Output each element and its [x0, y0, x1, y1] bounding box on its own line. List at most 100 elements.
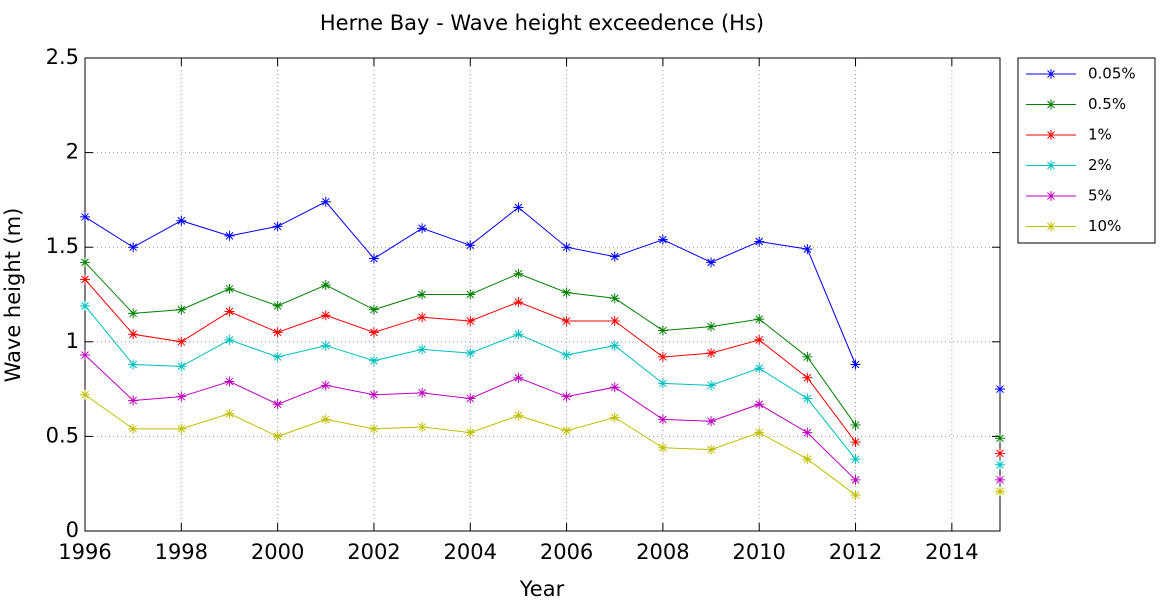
data-point	[995, 459, 1005, 470]
data-point	[320, 280, 331, 291]
data-point	[802, 372, 813, 383]
data-point	[176, 423, 187, 434]
legend-marker	[1046, 221, 1056, 232]
data-point	[513, 202, 524, 213]
legend-label: 10%	[1088, 217, 1121, 235]
data-point	[465, 240, 476, 251]
data-point	[368, 304, 379, 315]
x-tick-label: 2008	[636, 540, 689, 564]
data-point	[802, 454, 813, 465]
data-point	[465, 315, 476, 326]
y-tick-label: 2.5	[46, 45, 79, 69]
legend-label: 0.05%	[1088, 65, 1136, 83]
data-point	[224, 376, 235, 387]
data-point	[754, 427, 765, 438]
data-point	[320, 414, 331, 425]
legend-marker	[1046, 130, 1056, 140]
y-tick-label: 2	[66, 140, 79, 164]
x-tick-label: 2010	[732, 540, 785, 564]
data-point	[128, 395, 139, 406]
legend-label: 2%	[1088, 156, 1112, 174]
data-point	[995, 474, 1005, 485]
data-point	[80, 350, 90, 361]
data-point	[417, 387, 428, 398]
data-point	[657, 414, 668, 425]
data-point	[995, 384, 1005, 395]
data-point	[754, 363, 765, 374]
data-point	[176, 336, 187, 347]
data-point	[417, 421, 428, 432]
data-point	[465, 393, 476, 404]
data-point	[609, 315, 620, 326]
data-point	[609, 251, 620, 262]
data-point	[513, 410, 524, 421]
data-point	[561, 242, 572, 253]
data-point	[802, 244, 813, 255]
data-point	[320, 340, 331, 351]
x-tick-label: 2012	[829, 540, 882, 564]
x-tick-label: 2000	[251, 540, 304, 564]
data-point	[176, 215, 187, 226]
data-point	[513, 297, 524, 308]
x-tick-label: 1996	[58, 540, 111, 564]
data-point	[850, 437, 861, 448]
data-point	[561, 350, 572, 361]
data-point	[272, 221, 283, 232]
legend-marker	[1046, 160, 1056, 171]
data-point	[368, 389, 379, 400]
data-point	[706, 416, 717, 427]
data-point	[320, 310, 331, 321]
y-tick-label: 0	[66, 518, 79, 542]
data-point	[320, 196, 331, 207]
x-tick-label: 2004	[444, 540, 497, 564]
data-point	[224, 334, 235, 345]
data-point	[754, 334, 765, 345]
data-point	[417, 312, 428, 323]
data-point	[272, 327, 283, 338]
data-point	[176, 304, 187, 315]
data-point	[176, 361, 187, 372]
y-tick-label: 0.5	[46, 423, 79, 447]
data-point	[224, 283, 235, 294]
data-point	[657, 325, 668, 336]
plot-frame	[84, 57, 1001, 532]
data-point	[128, 308, 139, 319]
data-point	[706, 348, 717, 359]
data-point	[802, 351, 813, 362]
data-point	[224, 230, 235, 241]
data-point	[706, 380, 717, 391]
x-tick-label: 2006	[540, 540, 593, 564]
data-point	[128, 242, 139, 253]
x-tick-label: 2014	[925, 540, 978, 564]
data-point	[609, 293, 620, 304]
legend-marker	[1046, 191, 1056, 201]
data-point	[561, 287, 572, 298]
data-point	[657, 378, 668, 389]
legend-label: 5%	[1088, 187, 1112, 205]
data-point	[995, 486, 1005, 497]
data-point	[850, 490, 861, 501]
x-axis-label: Year	[519, 577, 565, 601]
data-point	[706, 321, 717, 332]
data-point	[368, 355, 379, 366]
data-point	[995, 433, 1005, 444]
data-point	[561, 391, 572, 402]
data-point	[272, 399, 283, 410]
data-point	[754, 314, 765, 325]
data-point	[128, 359, 139, 370]
data-point	[80, 389, 90, 400]
data-point	[128, 329, 139, 340]
data-point	[272, 300, 283, 311]
data-point	[657, 351, 668, 362]
data-point	[80, 274, 90, 285]
x-tick-label: 1998	[155, 540, 208, 564]
data-point	[706, 444, 717, 455]
legend-label: 1%	[1088, 126, 1112, 144]
chart-title: Herne Bay - Wave height exceedence (Hs)	[320, 11, 764, 35]
data-point	[320, 380, 331, 391]
y-axis-label: Wave height (m)	[1, 208, 25, 383]
legend-box	[1017, 57, 1156, 244]
data-point	[513, 329, 524, 340]
data-point	[80, 257, 90, 268]
